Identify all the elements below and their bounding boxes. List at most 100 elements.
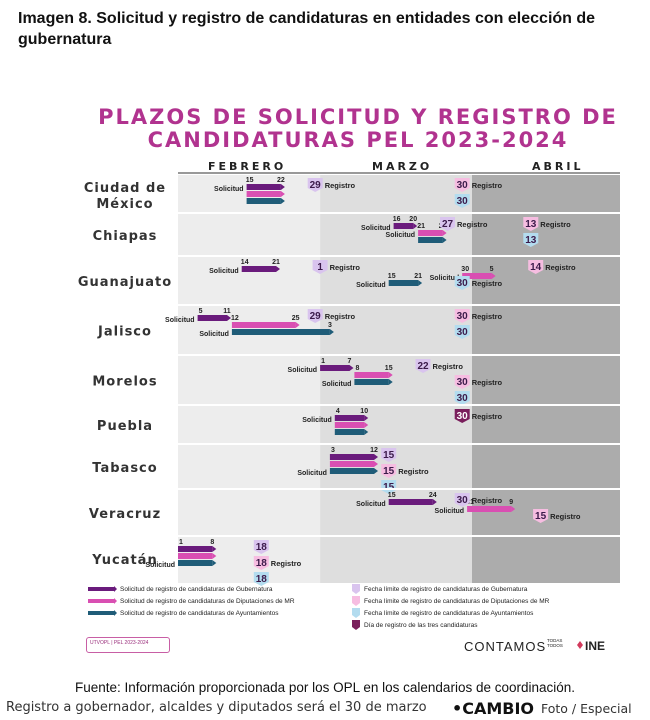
marker-registro-label: Registro <box>472 412 503 421</box>
bar-arrow-dip <box>364 422 369 428</box>
legend-arrow-ayu <box>114 610 117 616</box>
marker-day-label: 13 <box>525 235 537 246</box>
bar-start-label: 12 <box>231 315 239 322</box>
marker-registro-label: Registro <box>550 512 581 521</box>
contamos-logo: CONTAMOS <box>464 639 547 654</box>
marker-day-label: 30 <box>457 180 469 191</box>
period-bar-gub <box>320 365 350 371</box>
period-bar-dip <box>467 506 512 512</box>
period-bar-dip <box>462 273 492 279</box>
period-bar-ayu <box>231 329 330 335</box>
legend-right-text: Fecha límite de registro de candidaturas… <box>364 598 550 605</box>
bar-end-label: 8 <box>210 539 214 546</box>
bar-arrow-ayu <box>442 237 447 243</box>
deadline-marker-dip <box>454 178 470 192</box>
deadline-marker-tres <box>454 409 470 423</box>
marker-registro-label: Registro <box>433 362 464 371</box>
marker-registro-label: Registro <box>325 181 356 190</box>
marker-day-label: 1 <box>317 262 323 273</box>
bar-arrow-dip <box>388 372 393 378</box>
period-bar-ayu <box>418 237 443 243</box>
marker-day-label: 29 <box>310 180 322 191</box>
deadline-marker-dip <box>528 260 544 274</box>
bar-solicitud-label: Solicitud <box>209 268 239 275</box>
month-label-abril: ABRIL <box>532 160 584 173</box>
bar-end-label: 7 <box>348 358 352 365</box>
marker-day-label: 30 <box>457 196 469 207</box>
period-bar-dip <box>418 230 443 236</box>
legend-marker-dip <box>352 596 360 606</box>
photo-credit: Foto / Especial <box>541 701 632 716</box>
marker-registro-label: Registro <box>472 378 503 387</box>
period-bar-dip <box>334 422 365 428</box>
deadline-marker-gub <box>381 448 397 462</box>
state-label: Guanajuato <box>78 275 172 290</box>
period-bar-ayu <box>246 198 281 204</box>
marker-day-label: 27 <box>442 219 454 230</box>
marker-day-label: 18 <box>256 558 268 569</box>
state-label: Tabasco <box>92 461 157 476</box>
deadline-marker-ayu <box>253 572 269 586</box>
deadline-marker-ayu <box>454 325 470 339</box>
marker-registro-label: Registro <box>472 279 503 288</box>
legend-left-text: Solicitud de registro de candidaturas de… <box>120 586 273 593</box>
bar-end-label: 20 <box>409 216 417 223</box>
bar-arrow-ayu <box>329 329 334 335</box>
bar-solicitud-label: Solicitud <box>356 282 386 289</box>
deadline-marker-dip <box>454 375 470 389</box>
deadline-marker-dip <box>253 556 269 570</box>
period-bar-gub <box>329 454 374 460</box>
bar-arrow-gub <box>212 546 217 552</box>
bar-arrow-dip <box>374 461 378 467</box>
bar-solicitud-label: Solicitud <box>361 225 391 232</box>
marker-day-label: 30 <box>457 495 469 506</box>
period-bar-dip <box>354 372 389 378</box>
bar-end-label: 24 <box>429 492 437 499</box>
bar-arrow-dip <box>511 506 516 512</box>
bar-arrow-dip <box>212 553 217 559</box>
bar-start-label: 15 <box>246 177 254 184</box>
legend-swatch-ayu <box>88 611 114 615</box>
bar-arrow-ayu <box>212 560 217 566</box>
marker-day-label: 30 <box>457 411 469 422</box>
ine-logo-icon <box>577 641 583 649</box>
marker-day-label: 30 <box>457 393 469 404</box>
bar-arrow-gub <box>374 454 378 460</box>
deadline-marker-gub <box>440 217 455 231</box>
period-bar-ayu <box>388 280 419 286</box>
bar-solicitud-label: Solicitud <box>165 317 195 324</box>
marzo-column <box>320 175 472 583</box>
bar-arrow-ayu <box>280 198 285 204</box>
period-bar-gub <box>197 315 227 321</box>
bar-arrow-gub <box>227 315 231 321</box>
period-bar-ayu <box>354 379 389 385</box>
contamos-sub: TODAS TODOS <box>547 638 563 648</box>
month-label-febrero: FEBRERO <box>208 160 287 173</box>
bar-solicitud-label: Solicitud <box>322 381 352 388</box>
bar-solicitud-label: Solicitud <box>386 232 416 239</box>
figure-caption: Imagen 8. Solicitud y registro de candid… <box>18 10 596 48</box>
bar-arrow-dip <box>491 273 496 279</box>
chart-title-line2: CANDIDATURAS PEL 2023-2024 <box>147 128 569 152</box>
marker-registro-label: Registro <box>472 496 503 505</box>
marker-day-label: 30 <box>457 377 469 388</box>
marker-day-label: 30 <box>457 327 469 338</box>
marker-registro-label: Registro <box>330 263 361 272</box>
marker-day-label: 22 <box>417 361 429 372</box>
period-bar-gub <box>178 546 213 552</box>
deadline-marker-gub <box>312 260 328 274</box>
deadline-marker-dip <box>381 464 397 478</box>
bar-arrow-gub <box>276 266 280 272</box>
marker-registro-label: Registro <box>271 559 302 568</box>
bar-start-label: 4 <box>336 408 340 415</box>
bar-arrow-ayu <box>364 429 369 435</box>
bar-start-label: 16 <box>393 216 401 223</box>
bar-end-label: 3 <box>328 322 332 329</box>
source-note: Fuente: Información proporcionada por lo… <box>74 680 576 695</box>
deadline-marker-ayu <box>381 480 397 494</box>
bar-arrow-dip <box>295 322 300 328</box>
bar-start-label: 31 <box>466 499 474 506</box>
deadline-marker-gub <box>253 540 269 554</box>
deadline-marker-dip <box>454 309 470 323</box>
period-bar-gub <box>334 415 365 421</box>
